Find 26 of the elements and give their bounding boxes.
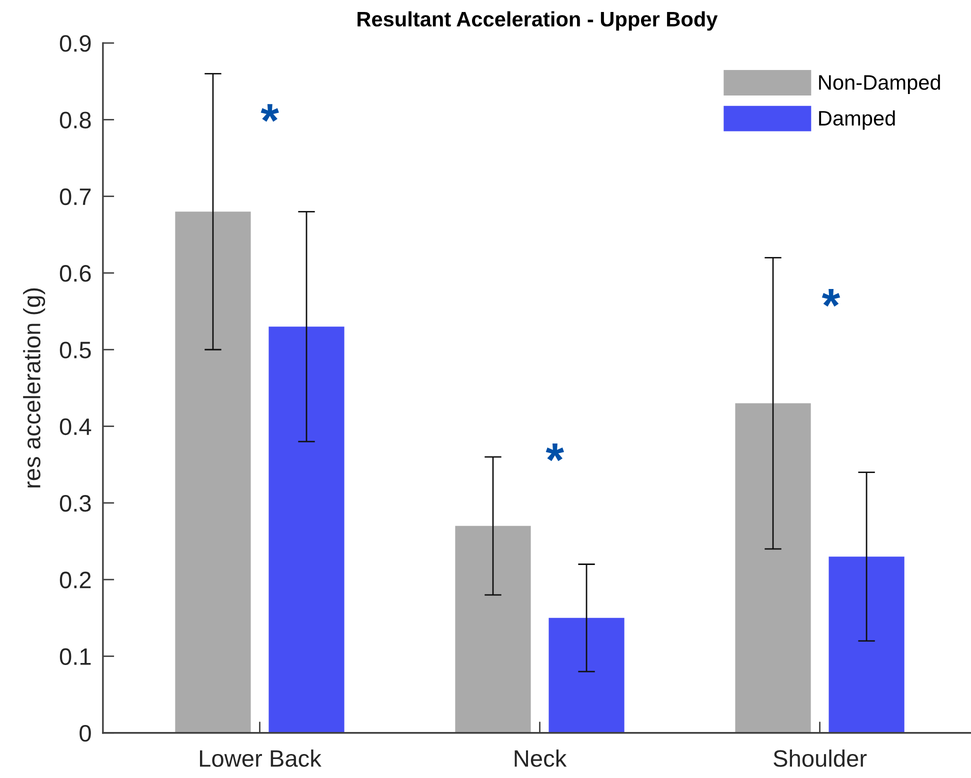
y-tick-label: 0.4 <box>60 418 92 436</box>
bar <box>455 526 531 733</box>
bar <box>828 556 904 733</box>
y-tick-label: 0.7 <box>60 188 91 206</box>
chart-title: Resultant Acceleration - Upper Body <box>358 11 718 31</box>
y-tick-label: 0.1 <box>60 648 91 666</box>
y-axis-title: res acceleration (g) <box>23 288 46 488</box>
y-tick-label: 0 <box>80 724 91 742</box>
y-tick-label: 0.3 <box>60 494 91 512</box>
y-tick-label: 0.9 <box>60 35 91 52</box>
legend-label: Non-Damped <box>819 74 940 94</box>
y-tick-label: 0.6 <box>60 265 91 282</box>
x-tick-label: Neck <box>514 750 567 767</box>
x-tick-label: Shoulder <box>774 750 867 767</box>
annotation: * <box>822 289 840 307</box>
y-tick-label: 0.2 <box>60 572 91 588</box>
x-tick-label: Lower Back <box>200 750 322 767</box>
bar <box>548 618 624 733</box>
bar <box>175 212 251 733</box>
annotation: * <box>260 104 279 122</box>
bar <box>735 403 811 733</box>
y-tick-label: 0.8 <box>60 112 91 128</box>
bar <box>268 326 344 733</box>
legend-label: Damped <box>819 110 895 130</box>
y-tick-label: 0.5 <box>60 342 91 358</box>
annotation: * <box>546 444 564 462</box>
